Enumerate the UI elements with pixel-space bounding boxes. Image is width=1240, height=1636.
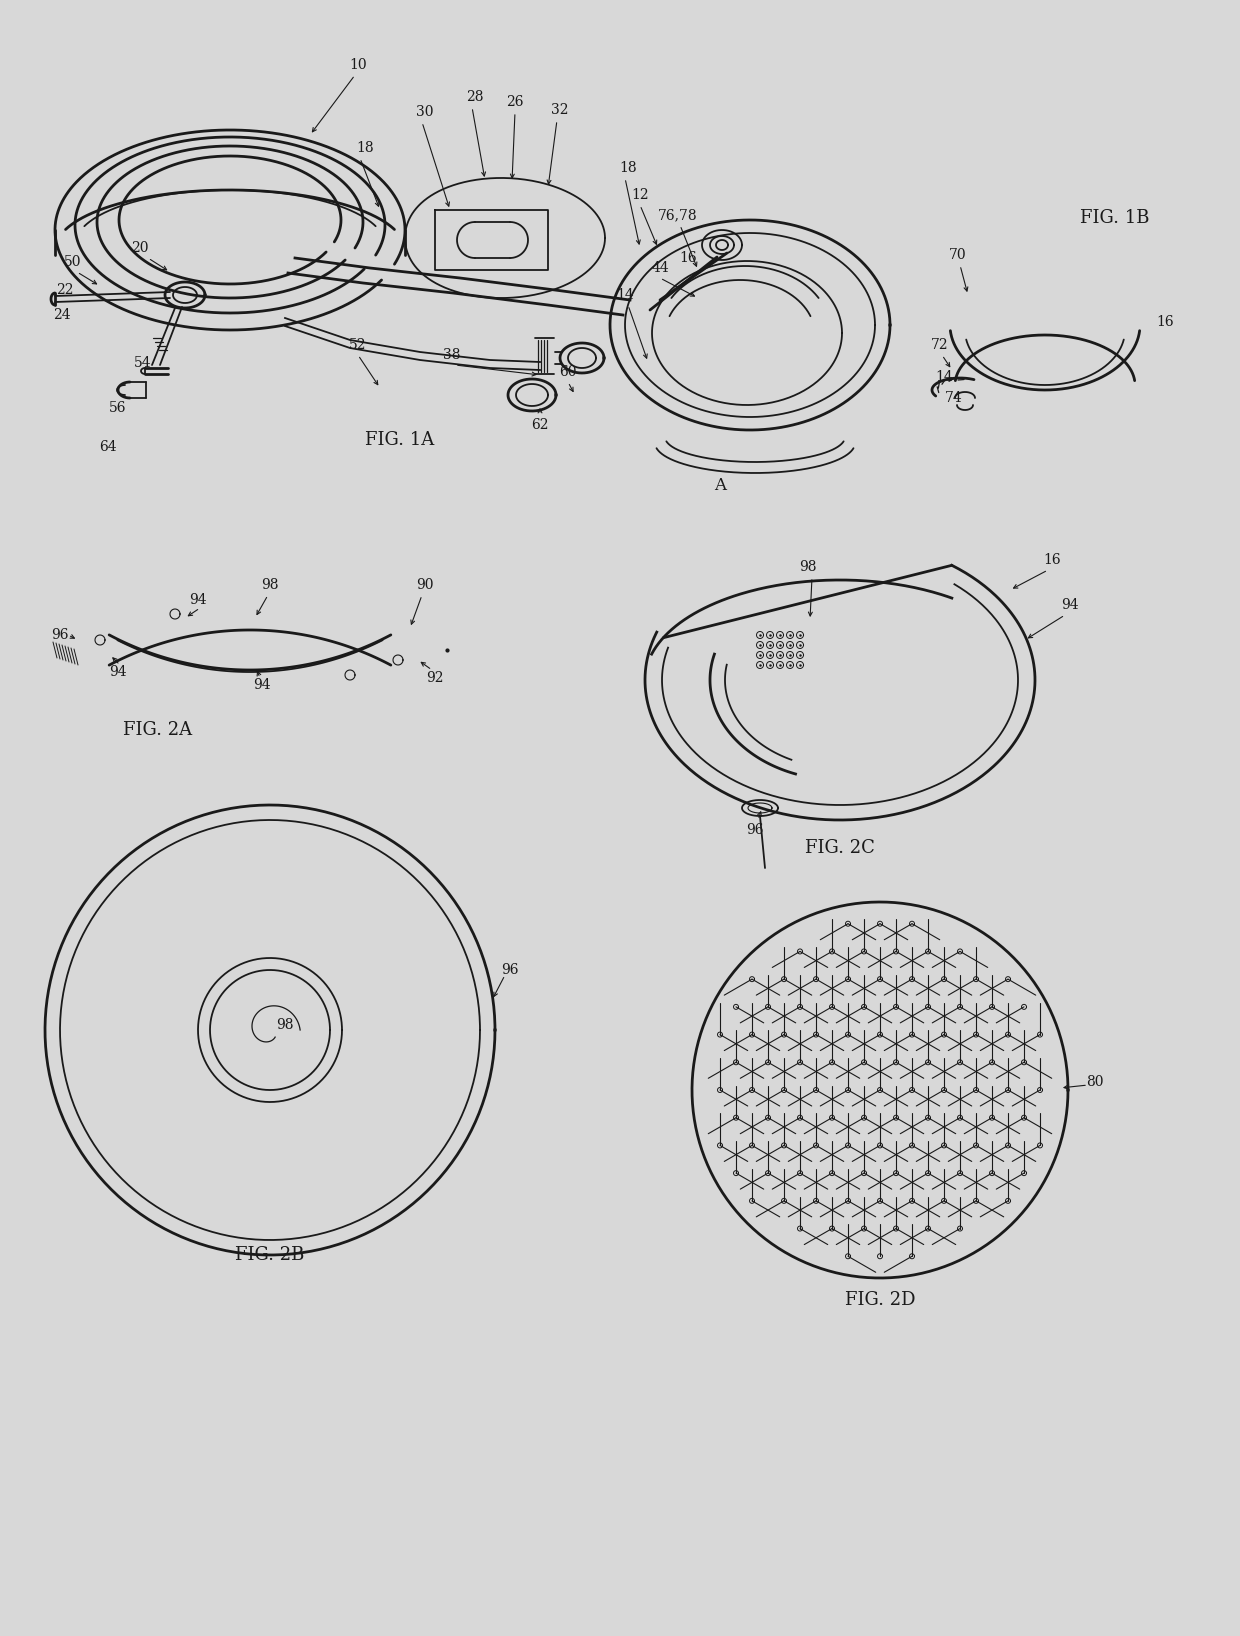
Text: 74: 74 [945, 391, 963, 406]
Text: 56: 56 [109, 401, 126, 416]
Text: 52: 52 [350, 339, 367, 352]
Text: 16: 16 [680, 250, 697, 265]
Text: 94: 94 [1061, 599, 1079, 612]
Text: FIG. 1B: FIG. 1B [1080, 209, 1149, 227]
Text: 98: 98 [277, 1018, 294, 1032]
Text: 92: 92 [427, 671, 444, 685]
Text: 50: 50 [64, 255, 82, 268]
Text: 14: 14 [616, 288, 634, 303]
Text: 12: 12 [631, 188, 649, 201]
Text: A: A [714, 476, 725, 494]
Text: FIG. 2A: FIG. 2A [124, 721, 192, 739]
Text: 70: 70 [949, 249, 967, 262]
Text: 30: 30 [417, 105, 434, 119]
Text: 18: 18 [619, 160, 637, 175]
Text: 98: 98 [262, 578, 279, 592]
Text: 64: 64 [99, 440, 117, 455]
Text: 44: 44 [651, 262, 668, 275]
Text: 16: 16 [1043, 553, 1060, 568]
Text: 96: 96 [501, 964, 518, 977]
Text: 96: 96 [746, 823, 764, 838]
Text: 16: 16 [1156, 316, 1174, 329]
Text: 18: 18 [356, 141, 373, 155]
Text: 98: 98 [800, 560, 817, 574]
Text: FIG. 2B: FIG. 2B [236, 1247, 305, 1265]
Text: 24: 24 [53, 308, 71, 322]
Text: FIG. 2D: FIG. 2D [844, 1291, 915, 1309]
Text: 60: 60 [559, 365, 577, 380]
Text: 80: 80 [1086, 1075, 1104, 1090]
Text: 62: 62 [531, 419, 549, 432]
Text: 26: 26 [506, 95, 523, 110]
Text: 22: 22 [56, 283, 73, 298]
Text: 32: 32 [552, 103, 569, 118]
Text: 94: 94 [190, 592, 207, 607]
Text: 10: 10 [350, 57, 367, 72]
Text: 14: 14 [935, 370, 952, 384]
Text: 38: 38 [443, 348, 461, 362]
Text: 72: 72 [931, 339, 949, 352]
Text: 20: 20 [131, 240, 149, 255]
Text: 28: 28 [466, 90, 484, 105]
Text: FIG. 2C: FIG. 2C [805, 839, 875, 857]
Text: FIG. 1A: FIG. 1A [366, 430, 435, 448]
Text: 90: 90 [417, 578, 434, 592]
Text: 76,78: 76,78 [658, 208, 698, 222]
Text: 94: 94 [109, 664, 126, 679]
Text: 54: 54 [134, 357, 151, 370]
Text: 94: 94 [253, 677, 270, 692]
Text: 96: 96 [51, 628, 68, 641]
